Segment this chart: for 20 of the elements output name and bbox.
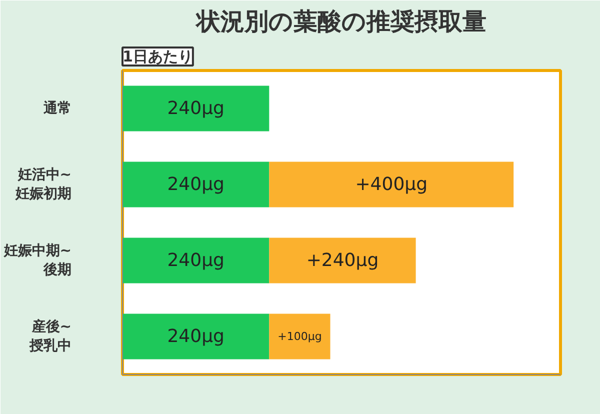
y-tick-label: 通常: [42, 100, 72, 116]
bar: [122, 238, 270, 284]
bar: [269, 162, 514, 208]
data-label: 240µg: [167, 250, 224, 271]
chart-subtitle: 1日あたり: [122, 48, 193, 66]
data-label: +400µg: [355, 174, 428, 195]
data-label: 240µg: [167, 326, 224, 347]
y-tick-label: 産後~ 授乳中: [28, 318, 72, 354]
y-tick-label: 妊娠中期~ 後期: [2, 242, 72, 278]
y-tick-label: 妊活中~ 妊娠初期: [14, 166, 72, 202]
bar: [122, 86, 270, 132]
data-label: 240µg: [167, 174, 224, 195]
bar: [122, 314, 270, 360]
data-label: +240µg: [306, 250, 379, 271]
data-label: +100µg: [278, 330, 322, 343]
bar: [269, 314, 330, 360]
data-label: 240µg: [167, 98, 224, 119]
bar: [269, 238, 416, 284]
chart-title: 状況別の葉酸の推奨摂取量: [194, 8, 486, 36]
bar: [122, 162, 270, 208]
